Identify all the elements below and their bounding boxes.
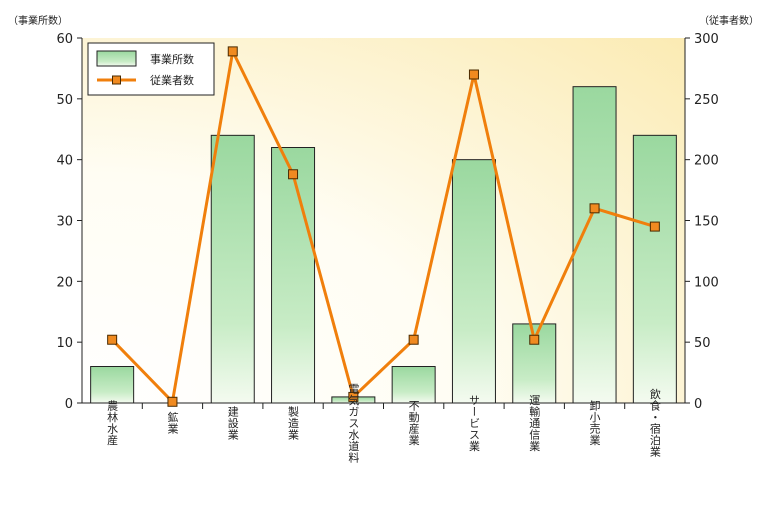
line-marker	[288, 169, 299, 180]
bar	[632, 134, 677, 404]
x-category-label: サービス業	[467, 394, 480, 452]
x-category-label: 農林水産	[106, 399, 119, 447]
line-marker	[348, 391, 359, 402]
y-left-tick-label: 0	[65, 397, 73, 412]
y-left-tick-label: 30	[56, 215, 73, 230]
y-right-tick-label: 300	[694, 32, 719, 47]
x-category-label: 卸小売業	[588, 399, 601, 446]
line-marker	[468, 69, 479, 80]
line-marker	[529, 334, 540, 345]
bars	[90, 86, 677, 404]
y-right-tick-label: 250	[694, 93, 719, 108]
y-right-tick-label: 0	[694, 397, 702, 412]
x-category-label: 電気ガス水道料	[347, 382, 360, 463]
bar	[90, 366, 135, 404]
y-left-tick-label: 40	[56, 154, 73, 169]
line-series	[107, 46, 660, 407]
legend-line-label: 従業者数	[150, 74, 194, 87]
y-right-tick-label: 150	[694, 215, 719, 230]
line-marker	[589, 203, 600, 214]
y-right-tick-label: 200	[694, 154, 719, 169]
labels: 0 10 20 30 40 50 60 0 50 100 150 200 250 300 （事業所数） （従事…	[8, 14, 759, 463]
legend-bar-label: 事業所数	[150, 53, 194, 66]
bar	[391, 366, 436, 404]
legend-bar-swatch	[96, 50, 137, 67]
line-marker	[408, 334, 419, 345]
x-category-label: 不動産業	[407, 400, 420, 446]
x-category-label: 鉱業	[166, 410, 179, 434]
bar	[271, 147, 316, 404]
y-left-tick-label: 20	[56, 275, 73, 290]
y-left-tick-label: 10	[56, 336, 73, 351]
line-marker	[107, 334, 118, 345]
line-marker	[227, 46, 238, 57]
axes	[77, 37, 690, 409]
bar	[210, 134, 255, 404]
y-left-unit-label: （事業所数）	[8, 14, 68, 27]
y-right-unit-label: （従事者数）	[699, 14, 759, 27]
y-left-tick-label: 60	[56, 32, 73, 47]
bar	[451, 159, 496, 404]
x-category-label: 製造業	[287, 404, 300, 440]
y-right-tick-label: 100	[694, 275, 719, 290]
line-marker	[649, 221, 660, 232]
x-category-label: 建設業	[226, 404, 239, 440]
employees-line	[111, 49, 656, 404]
x-category-label: 飲食・宿泊業	[648, 387, 661, 457]
legend-line-marker	[112, 75, 121, 85]
bar	[572, 86, 617, 404]
line-marker	[167, 396, 178, 407]
y-right-tick-label: 50	[694, 336, 711, 351]
x-category-label: 運輸通信業	[528, 394, 541, 452]
y-left-tick-label: 50	[56, 93, 73, 108]
